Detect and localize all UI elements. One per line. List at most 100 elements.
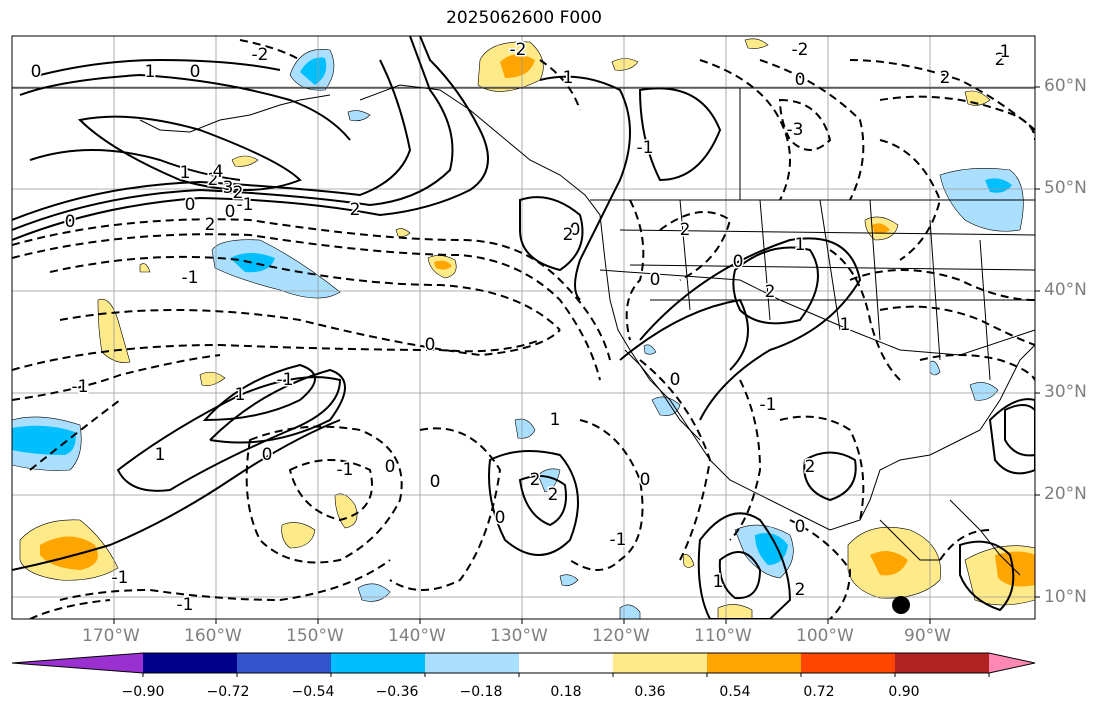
contour-label: 1 — [180, 163, 191, 183]
contour-label: 0 — [262, 445, 273, 465]
colorbar-tick-label: −0.18 — [459, 684, 503, 700]
contour-label: -1 — [177, 595, 194, 615]
coastlines — [12, 84, 1035, 576]
lon-label-90w: 90°W — [904, 626, 951, 646]
colorbar-tick-label: 0.36 — [634, 684, 666, 700]
colorbar-tick-label: −0.90 — [121, 684, 165, 700]
contour-label: 0 — [430, 472, 441, 492]
colorbar-bin — [331, 653, 426, 673]
contour-label: 1 — [550, 410, 561, 430]
contour-label: -1 — [182, 268, 199, 288]
contour-label: -1 — [72, 377, 89, 397]
contour-label: 0 — [570, 220, 581, 240]
contour-label: -1 — [277, 370, 294, 390]
contour-label: 2 — [795, 580, 806, 600]
contour-label: 1 — [155, 445, 166, 465]
map-background — [12, 36, 1035, 619]
contour-label: 0 — [650, 270, 661, 290]
colorbar-bin — [801, 653, 896, 673]
contour-label: 2 — [563, 225, 574, 245]
contour-label: 1 — [563, 68, 574, 88]
map-title: 2025062600 F000 — [446, 8, 602, 28]
contour-label: -3 — [787, 120, 804, 140]
contour-label: 1 — [1000, 42, 1011, 62]
contour-label: 2 — [680, 220, 691, 240]
contour-label: 1 — [840, 315, 851, 335]
contour-label: 0 — [185, 195, 196, 215]
lon-label-140w: 140°W — [388, 626, 446, 646]
contour-label: -1 — [337, 460, 354, 480]
axis-ticks — [113, 86, 1040, 624]
contour-label: 4 — [213, 162, 224, 182]
contour-label: 2 — [350, 200, 361, 220]
contour-label: -1 — [760, 395, 777, 415]
contour-label: 0 — [425, 335, 436, 355]
contour-label: 2 — [530, 470, 541, 490]
colorbar-tick-label: −0.54 — [291, 684, 335, 700]
lon-label-150w: 150°W — [286, 626, 344, 646]
map-border — [11, 35, 1036, 620]
contour-label: 1 — [145, 62, 156, 82]
contour-label: -1 — [237, 195, 254, 215]
contour-label: 2 — [805, 457, 816, 477]
contour-label: 1 — [795, 235, 806, 255]
colorbar-tick-label: 0.18 — [550, 684, 582, 700]
contour-label: 0 — [795, 517, 806, 537]
colorbar-extend-low — [12, 653, 143, 673]
contour-label: -1 — [112, 568, 129, 588]
marker-dot — [892, 596, 910, 614]
colorbar-bin — [425, 653, 520, 673]
colorbar-bin — [237, 653, 332, 673]
contours — [12, 36, 1035, 619]
lon-label-170w: 170°W — [82, 626, 140, 646]
contour-label: 0 — [670, 370, 681, 390]
lat-label-10: 10°N — [1044, 587, 1087, 607]
contour-label: 0 — [495, 508, 506, 528]
contour-label: 0 — [385, 457, 396, 477]
contour-label: -2 — [252, 45, 269, 65]
contour-label: 2 — [208, 170, 219, 190]
contour-label: -2 — [792, 40, 809, 60]
contour-label: 0 — [225, 202, 236, 222]
shaded-anomalies — [12, 38, 1035, 619]
contour-label: 2 — [995, 50, 1006, 70]
lon-label-130w: 130°W — [490, 626, 548, 646]
contour-label: 1 — [235, 385, 246, 405]
colorbar-bin — [707, 653, 802, 673]
contour-label: 2 — [548, 485, 559, 505]
lon-label-120w: 120°W — [592, 626, 650, 646]
contour-label: 3 — [223, 178, 234, 198]
graticule — [12, 36, 1035, 619]
contour-label: -2 — [227, 183, 244, 203]
contour-label: 2 — [940, 68, 951, 88]
colorbar-extend-high — [989, 653, 1035, 673]
contour-label: 0 — [31, 62, 42, 82]
contour-label: 1 — [713, 572, 724, 592]
contour-label: -2 — [510, 40, 527, 60]
lat-label-60: 60°N — [1044, 76, 1087, 96]
contour-label: 0 — [795, 70, 806, 90]
contour-label: -1 — [610, 530, 627, 550]
contour-label: -1 — [637, 138, 654, 158]
colorbar-tick-label: 0.72 — [803, 684, 835, 700]
contour-label: 0 — [190, 62, 201, 82]
contour-label: 0 — [65, 212, 76, 232]
lat-label-20: 20°N — [1044, 484, 1087, 504]
contour-label: 0 — [640, 470, 651, 490]
contour-label: 2 — [205, 215, 216, 235]
lat-label-50: 50°N — [1044, 178, 1087, 198]
colorbar-bin — [143, 653, 238, 673]
contours-dashed — [12, 39, 1035, 619]
contour-label: 2 — [765, 282, 776, 302]
colorbar-tick-label: 0.54 — [719, 684, 751, 700]
lat-label-30: 30°N — [1044, 382, 1087, 402]
colorbar-tick-label: −0.36 — [375, 684, 419, 700]
lon-label-160w: 160°W — [184, 626, 242, 646]
lon-label-100w: 100°W — [796, 626, 854, 646]
lat-label-40: 40°N — [1044, 280, 1087, 300]
contour-label: 0 — [733, 252, 744, 272]
colorbar-tick-label: −0.72 — [206, 684, 250, 700]
colorbar-bin — [613, 653, 708, 673]
